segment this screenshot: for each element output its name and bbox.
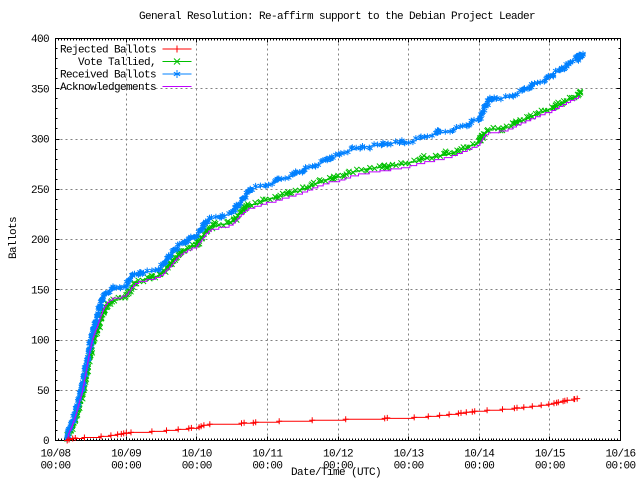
- svg-text:10/14: 10/14: [464, 449, 495, 461]
- svg-text:10/16: 10/16: [605, 449, 635, 461]
- svg-text:General Resolution: Re-affirm: General Resolution: Re-affirm support to…: [139, 11, 535, 23]
- svg-text:150: 150: [31, 285, 49, 297]
- svg-text:00:00: 00:00: [605, 461, 635, 473]
- svg-text:Rejected Ballots: Rejected Ballots: [60, 45, 156, 57]
- svg-text:00:00: 00:00: [111, 461, 141, 473]
- svg-text:0: 0: [43, 436, 49, 448]
- svg-text:10/12: 10/12: [323, 449, 353, 461]
- svg-text:Acknowledgements: Acknowledgements: [60, 82, 156, 94]
- svg-text:300: 300: [31, 135, 49, 147]
- svg-text:00:00: 00:00: [394, 461, 424, 473]
- svg-text:Ballots: Ballots: [8, 217, 20, 259]
- svg-text:400: 400: [31, 34, 49, 46]
- svg-text:100: 100: [31, 336, 49, 348]
- svg-text:00:00: 00:00: [535, 461, 565, 473]
- svg-text:Date/Time (UTC): Date/Time (UTC): [291, 467, 381, 479]
- svg-text:10/15: 10/15: [535, 449, 565, 461]
- svg-text:10/08: 10/08: [40, 449, 70, 461]
- svg-text:00:00: 00:00: [252, 461, 282, 473]
- svg-text:00:00: 00:00: [464, 461, 494, 473]
- svg-text:350: 350: [31, 84, 49, 96]
- svg-text:Vote Tallied,: Vote Tallied,: [78, 57, 156, 69]
- svg-text:250: 250: [31, 185, 49, 197]
- svg-text:10/11: 10/11: [252, 449, 283, 461]
- svg-text:10/13: 10/13: [394, 449, 424, 461]
- svg-text:10/09: 10/09: [111, 449, 141, 461]
- svg-text:10/10: 10/10: [182, 449, 212, 461]
- svg-text:00:00: 00:00: [40, 461, 70, 473]
- svg-text:200: 200: [31, 235, 49, 247]
- svg-text:00:00: 00:00: [182, 461, 212, 473]
- svg-text:50: 50: [37, 386, 49, 398]
- svg-text:00:00: 00:00: [323, 461, 353, 473]
- svg-text:Received Ballots: Received Ballots: [60, 70, 156, 82]
